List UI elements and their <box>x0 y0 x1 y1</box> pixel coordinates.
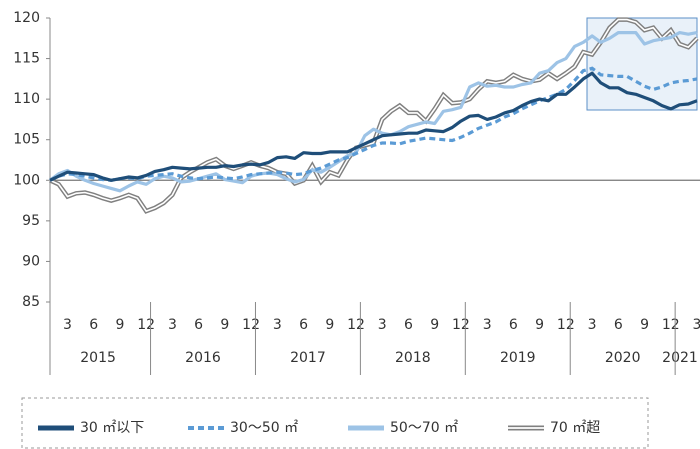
y-tick-label: 100 <box>13 172 40 188</box>
x-tick-label: 6 <box>509 317 518 333</box>
x-tick-label: 9 <box>220 317 229 333</box>
x-tick-label: 9 <box>535 317 544 333</box>
y-tick-label: 90 <box>22 253 40 269</box>
series-line-inner <box>49 18 698 213</box>
x-tick-label: 6 <box>89 317 98 333</box>
x-tick-label: 9 <box>430 317 439 333</box>
y-tick-label: 110 <box>13 91 40 107</box>
series-line <box>49 66 698 182</box>
series-line <box>49 31 698 193</box>
x-tick-label: 6 <box>404 317 413 333</box>
x-group-label: 2021 <box>662 350 698 366</box>
x-tick-label: 3 <box>273 317 282 333</box>
x-tick-label: 6 <box>299 317 308 333</box>
x-tick-label: 3 <box>168 317 177 333</box>
x-tick-label: 6 <box>614 317 623 333</box>
series-line <box>49 71 698 182</box>
x-tick-label: 12 <box>137 317 155 333</box>
y-tick-label: 120 <box>13 10 40 26</box>
y-tick-label: 105 <box>13 132 40 148</box>
x-tick-label: 3 <box>693 317 700 333</box>
y-tick-label: 115 <box>13 51 40 67</box>
x-tick-label: 6 <box>194 317 203 333</box>
x-tick-label: 9 <box>325 317 334 333</box>
legend-label: 30～50 ㎡ <box>230 420 298 436</box>
legend-box <box>21 397 649 449</box>
x-tick-label: 12 <box>452 317 470 333</box>
y-tick-label: 85 <box>22 294 40 310</box>
legend-label: 50～70 ㎡ <box>390 420 458 436</box>
x-tick-label: 9 <box>640 317 649 333</box>
x-tick-label: 12 <box>347 317 365 333</box>
x-tick-label: 12 <box>242 317 260 333</box>
x-tick-label: 3 <box>588 317 597 333</box>
x-tick-label: 12 <box>662 317 680 333</box>
legend-label: 70 ㎡超 <box>550 420 600 436</box>
x-tick-label: 9 <box>115 317 124 333</box>
x-group-label: 2015 <box>80 350 116 366</box>
x-group-label: 2016 <box>185 350 221 366</box>
legend-label: 30 ㎡以下 <box>80 420 144 436</box>
x-tick-label: 3 <box>378 317 387 333</box>
x-tick-label: 12 <box>557 317 575 333</box>
x-tick-label: 3 <box>63 317 72 333</box>
x-group-label: 2018 <box>395 350 431 366</box>
x-group-label: 2020 <box>605 350 641 366</box>
x-tick-label: 3 <box>483 317 492 333</box>
x-group-label: 2017 <box>290 350 326 366</box>
y-tick-label: 95 <box>22 213 40 229</box>
x-group-label: 2019 <box>500 350 536 366</box>
